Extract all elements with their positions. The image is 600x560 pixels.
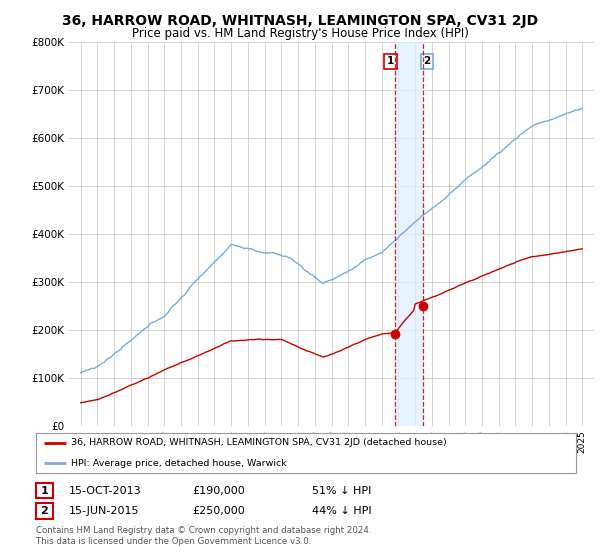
Bar <box>395 42 423 426</box>
Text: 51% ↓ HPI: 51% ↓ HPI <box>312 486 371 496</box>
Text: £190,000: £190,000 <box>192 486 245 496</box>
Text: 1: 1 <box>41 486 48 496</box>
Text: HPI: Average price, detached house, Warwick: HPI: Average price, detached house, Warw… <box>71 459 287 468</box>
Text: 15-JUN-2015: 15-JUN-2015 <box>69 506 139 516</box>
Text: 2: 2 <box>41 506 48 516</box>
Text: 15-OCT-2013: 15-OCT-2013 <box>69 486 142 496</box>
Text: Price paid vs. HM Land Registry's House Price Index (HPI): Price paid vs. HM Land Registry's House … <box>131 27 469 40</box>
Text: 36, HARROW ROAD, WHITNASH, LEAMINGTON SPA, CV31 2JD: 36, HARROW ROAD, WHITNASH, LEAMINGTON SP… <box>62 14 538 28</box>
Text: 44% ↓ HPI: 44% ↓ HPI <box>312 506 371 516</box>
Text: Contains HM Land Registry data © Crown copyright and database right 2024.
This d: Contains HM Land Registry data © Crown c… <box>36 526 371 546</box>
Text: 2: 2 <box>424 56 431 66</box>
Text: 1: 1 <box>387 56 394 66</box>
Text: 36, HARROW ROAD, WHITNASH, LEAMINGTON SPA, CV31 2JD (detached house): 36, HARROW ROAD, WHITNASH, LEAMINGTON SP… <box>71 438 447 447</box>
Text: £250,000: £250,000 <box>192 506 245 516</box>
